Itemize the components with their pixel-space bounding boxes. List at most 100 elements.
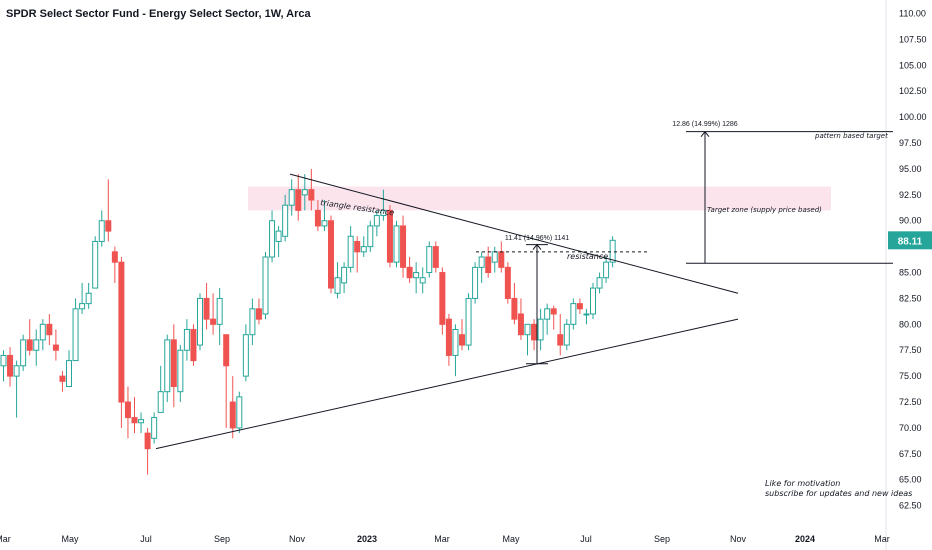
y-tick-label: 72.50 (899, 397, 922, 407)
resistance-zone (248, 186, 831, 211)
candle-body (570, 303, 577, 325)
candle-body (223, 334, 230, 367)
candle-body (66, 360, 72, 388)
y-tick-label: 62.50 (899, 501, 922, 511)
candle-body (583, 313, 590, 316)
candle-body (406, 266, 413, 279)
candle-body (328, 220, 334, 289)
candle-body (46, 323, 53, 336)
candle-body (0, 354, 7, 367)
y-tick-label: 105.00 (899, 60, 927, 70)
candle-body (465, 297, 472, 346)
x-tick-label: Mar (434, 534, 450, 544)
candle-body (445, 318, 452, 356)
pattern-target-label: pattern based target (814, 132, 888, 140)
candle-body (210, 318, 217, 325)
candle-body (393, 225, 400, 263)
candle-body (426, 246, 433, 274)
candle-body (295, 189, 302, 211)
candle-body (347, 235, 354, 268)
candle-body (478, 256, 485, 268)
candle-body (511, 297, 518, 320)
candle-body (459, 334, 465, 346)
y-tick-label: 67.50 (899, 449, 922, 459)
candle-body (249, 308, 256, 336)
candle-body (177, 349, 184, 393)
candle-body (52, 344, 59, 351)
candle-body (472, 266, 479, 299)
y-tick-label: 100.00 (899, 112, 927, 122)
candle-body (596, 277, 603, 289)
note-line-2: subscribe for updates and new ideas (765, 489, 913, 498)
candle-body (85, 292, 92, 305)
candle-body (288, 189, 295, 206)
y-tick-label: 85.00 (899, 268, 922, 278)
candle-body (419, 277, 426, 284)
y-tick-label: 90.00 (899, 216, 922, 226)
candle-body (609, 239, 616, 263)
y-tick-label: 110.00 (899, 9, 926, 19)
x-tick-label: Jul (580, 534, 592, 544)
candle-body (203, 297, 210, 320)
y-tick-label: 75.00 (899, 371, 922, 381)
y-tick-label: 107.50 (899, 34, 927, 44)
candle-body (111, 251, 118, 263)
candle-body (164, 339, 171, 393)
candle-body (452, 329, 459, 356)
measure2-arrowhead (700, 130, 710, 137)
x-tick-label: Mar (0, 534, 11, 544)
candle-body (485, 256, 492, 274)
candle-body (498, 251, 505, 268)
candle-body (524, 323, 531, 336)
y-tick-label: 77.50 (899, 345, 922, 355)
candle-body (151, 417, 158, 439)
last-price-label: 88.11 (898, 236, 923, 247)
x-tick-label: May (502, 534, 520, 544)
y-tick-label: 80.00 (899, 319, 922, 329)
candle-body (334, 277, 341, 294)
upper-trendline (289, 173, 739, 294)
candle-body (236, 396, 243, 429)
y-tick-label: 65.00 (899, 475, 922, 485)
candle-body (341, 266, 348, 284)
candle-body (367, 225, 374, 248)
candle-body (131, 417, 138, 424)
lower-trendline (155, 318, 739, 450)
candle-body (79, 303, 86, 310)
candle-body (576, 303, 583, 310)
measure1-label: 11.41 (14.96%) 1141 (505, 235, 569, 242)
candle-body (386, 209, 393, 263)
candle-body (282, 204, 289, 237)
candle-body (262, 256, 269, 315)
measure2-label: 12.86 (14.99%) 1286 (672, 121, 737, 128)
candle-body (550, 308, 557, 315)
candle-body (7, 354, 14, 377)
x-tick-label: Sep (214, 534, 230, 544)
x-tick-label: Nov (289, 534, 306, 544)
candle-body (190, 329, 197, 362)
resistance-label: resistance (567, 252, 608, 261)
x-tick-label: 2024 (795, 534, 815, 544)
candle-body (216, 297, 223, 325)
candle-body (321, 220, 328, 227)
y-tick-label: 95.00 (899, 164, 922, 174)
candle-body (20, 339, 27, 367)
candle-body (373, 215, 380, 227)
x-tick-label: Jul (140, 534, 152, 544)
candle-body (118, 261, 125, 403)
candle-body (242, 334, 249, 377)
candle-body (255, 308, 262, 320)
last-price-badge (888, 231, 932, 250)
candle-body (105, 220, 112, 232)
candle-body (26, 339, 33, 351)
x-tick-label: Sep (654, 534, 670, 544)
candle-body (157, 391, 164, 413)
candle-body (301, 189, 308, 196)
candle-body (197, 297, 203, 346)
candle-body (72, 308, 79, 362)
candle-body (504, 266, 511, 299)
footer-note: Like for motivation subscribe for update… (765, 479, 912, 499)
candle-body (590, 287, 596, 315)
candle-body (557, 334, 564, 346)
